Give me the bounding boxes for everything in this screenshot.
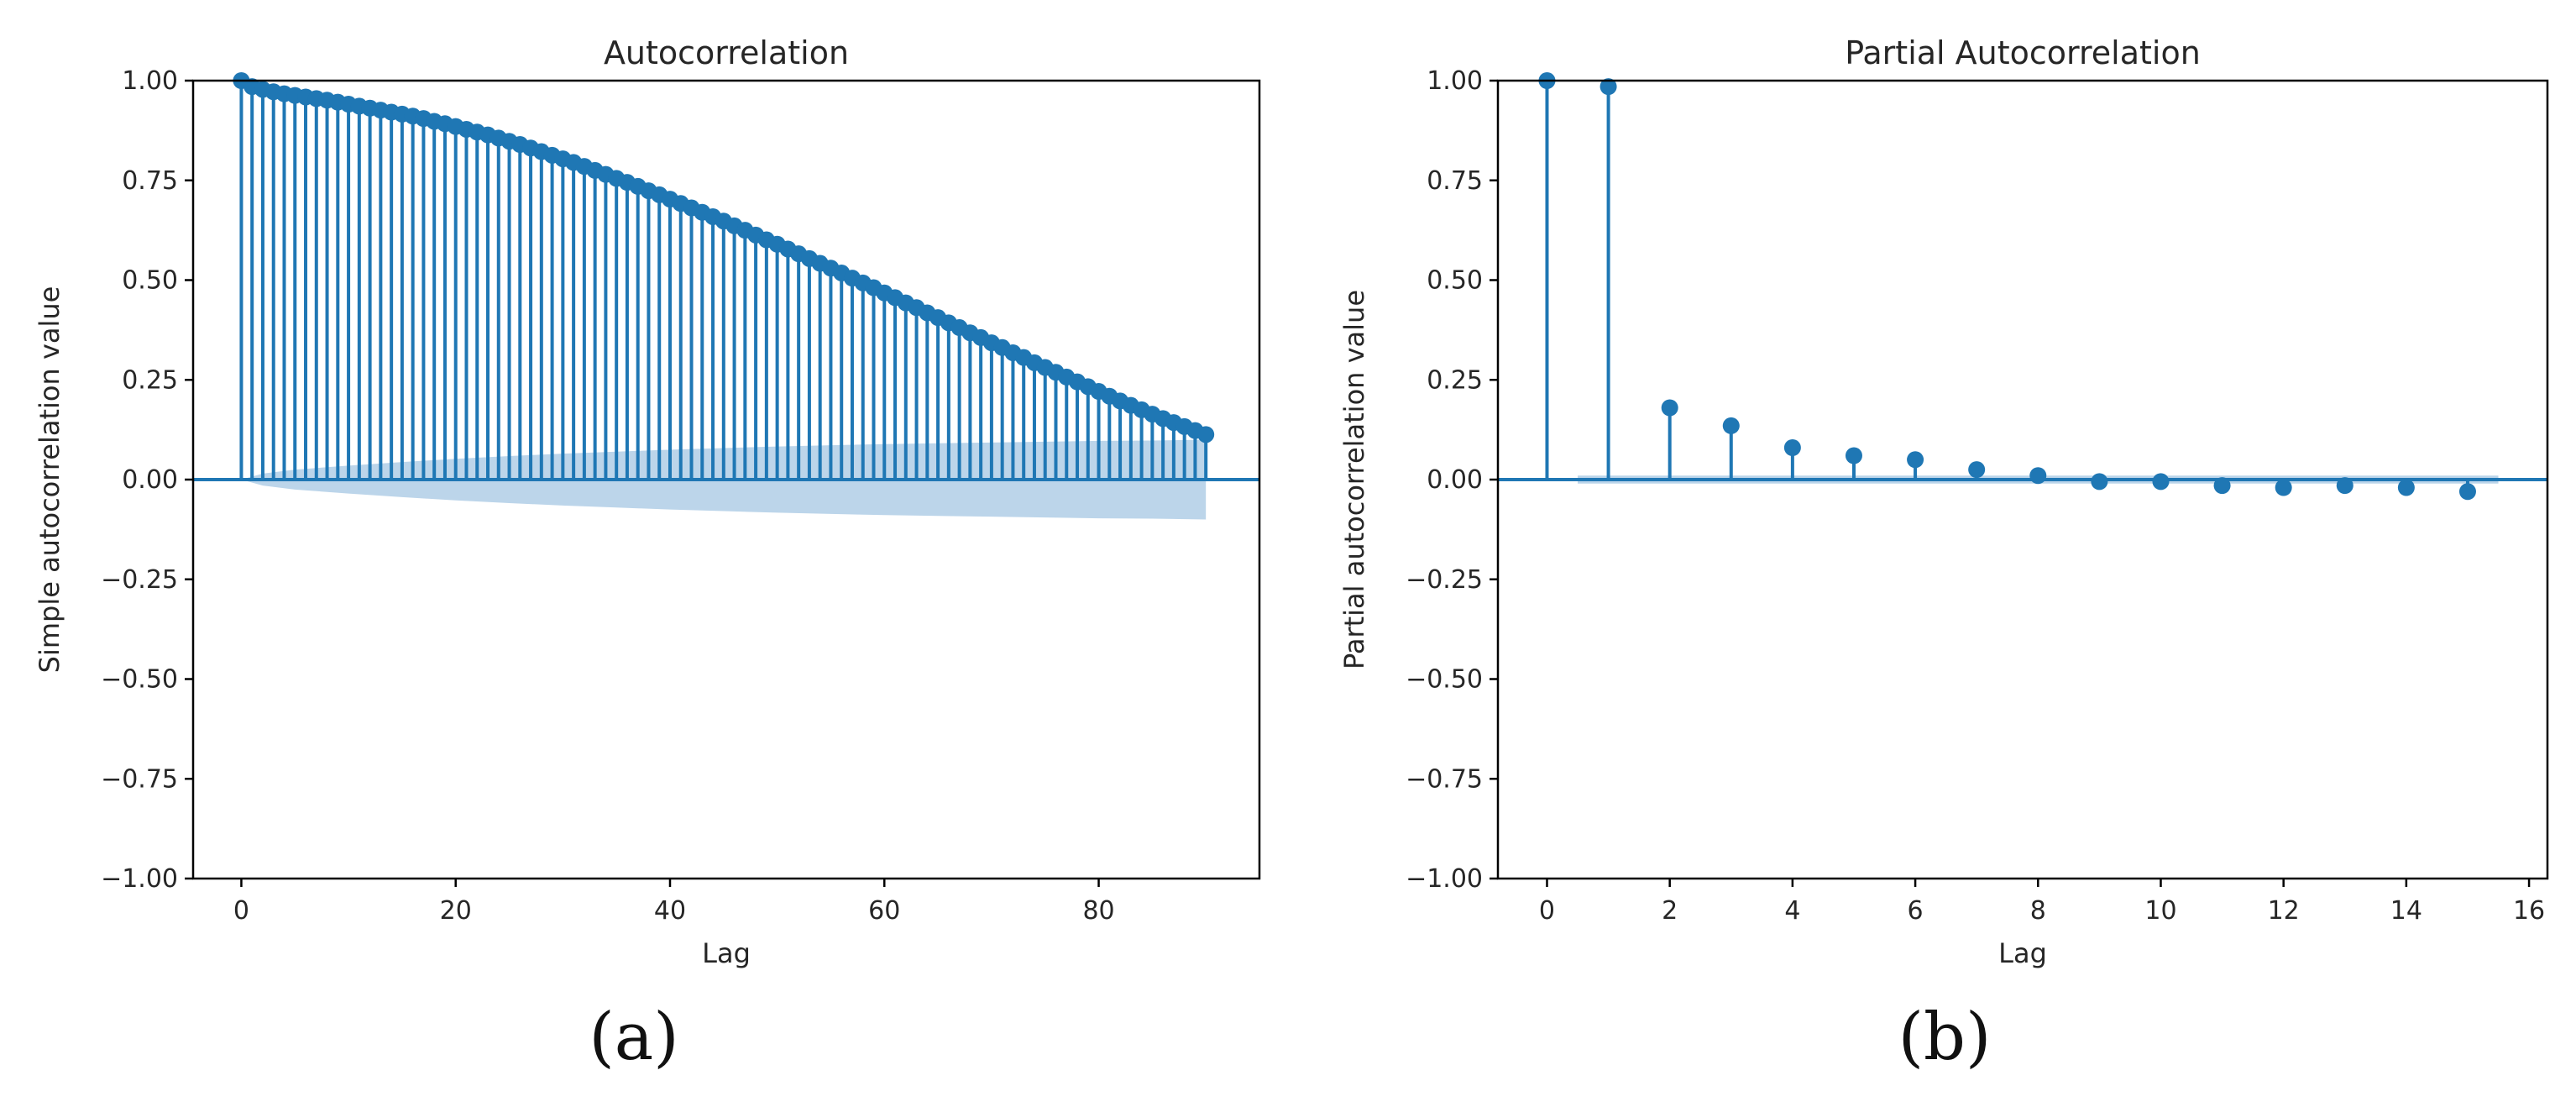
y-tick-label: 0.25: [1427, 365, 1483, 395]
y-tick-label: 0.50: [122, 266, 178, 296]
x-tick-label: 60: [868, 896, 900, 926]
chart-title: Partial Autocorrelation: [1845, 34, 2201, 71]
y-tick-label: −0.75: [1406, 764, 1483, 794]
y-tick-label: −1.00: [1406, 864, 1483, 894]
y-tick-label: −0.25: [101, 565, 178, 595]
y-tick-label: 0.50: [1427, 266, 1483, 296]
data-point: [2458, 483, 2476, 501]
x-tick-label: 2: [1662, 896, 1678, 926]
panel-label-b: (b): [1898, 999, 1992, 1075]
x-tick-label: 20: [440, 896, 472, 926]
y-tick-label: −0.75: [101, 764, 178, 794]
y-tick-label: −0.25: [1406, 565, 1483, 595]
data-point: [2397, 479, 2415, 496]
data-point: [2152, 473, 2170, 491]
y-tick-label: −0.50: [1406, 665, 1483, 695]
x-axis-label: Lag: [702, 937, 751, 969]
x-tick-label: 14: [2390, 896, 2422, 926]
data-point: [2029, 467, 2047, 485]
data-point: [1907, 451, 1924, 469]
x-tick-label: 80: [1082, 896, 1114, 926]
x-tick-label: 6: [1908, 896, 1924, 926]
y-axis-label: Partial autocorrelation value: [1338, 290, 1370, 669]
data-point: [1197, 426, 1215, 443]
chart-title: Autocorrelation: [604, 34, 849, 71]
data-point: [1661, 399, 1678, 417]
x-tick-label: 4: [1784, 896, 1800, 926]
y-tick-label: 1.00: [122, 66, 178, 96]
y-tick-label: 0.25: [122, 365, 178, 395]
y-tick-label: 0.00: [1427, 465, 1483, 495]
data-point: [1600, 78, 1617, 96]
y-tick-label: 0.75: [122, 166, 178, 196]
data-point: [2336, 477, 2353, 495]
x-tick-label: 0: [233, 896, 249, 926]
panel-label-a: (a): [589, 999, 679, 1075]
y-axis-label: Simple autocorrelation value: [34, 286, 65, 674]
data-point: [1968, 461, 1986, 479]
x-axis-label: Lag: [1998, 937, 2047, 969]
x-tick-label: 8: [2030, 896, 2046, 926]
data-point: [1722, 417, 1740, 434]
chart-autocorrelation: 1.00 0.75 0.50 0.25 0.00 −0.25 −0.50 −0.75 −1.00…: [34, 34, 1261, 969]
data-point: [1845, 447, 1862, 464]
x-tick-label: 40: [654, 896, 686, 926]
x-tick-label: 10: [2144, 896, 2176, 926]
y-tick-label: 1.00: [1427, 66, 1483, 96]
x-tick-label: 16: [2513, 896, 2545, 926]
y-tick-label: −0.50: [101, 665, 178, 695]
x-tick-label: 0: [1539, 896, 1555, 926]
data-point: [2091, 473, 2108, 491]
x-tick-label: 12: [2268, 896, 2300, 926]
data-point: [2275, 479, 2292, 496]
y-tick-label: 0.00: [122, 465, 178, 495]
data-point: [2213, 477, 2231, 495]
chart-partial-autocorrelation: 1.00 0.75 0.50 0.25 0.00 −0.25 −0.50 −0.75 −1.00…: [1338, 34, 2549, 969]
data-point: [1783, 439, 1801, 456]
y-tick-label: 0.75: [1427, 166, 1483, 196]
y-tick-label: −1.00: [101, 864, 178, 894]
